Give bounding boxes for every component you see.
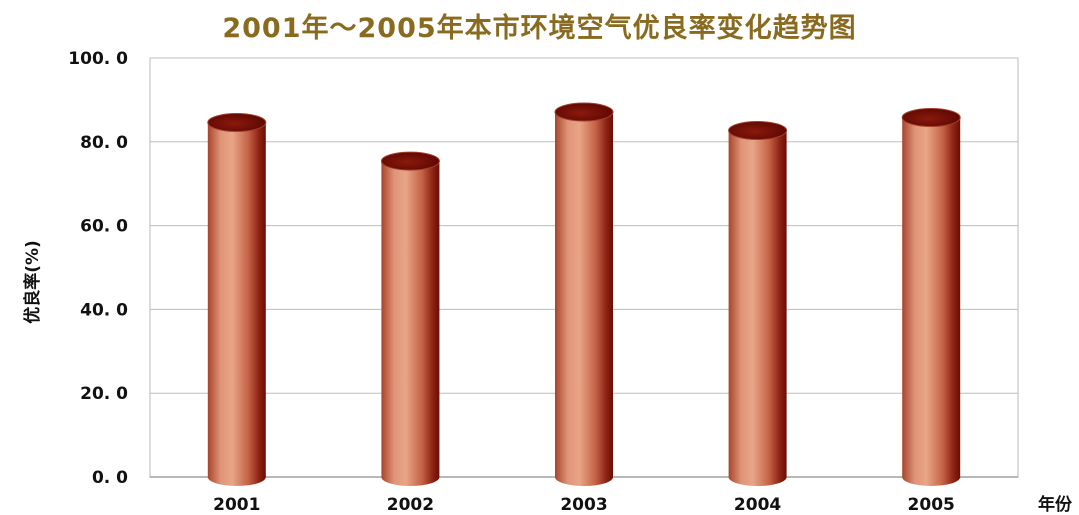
x-tick-label: 2003: [560, 495, 607, 515]
bar-top: [380, 151, 440, 171]
y-tick-label: 100. 0: [68, 49, 128, 69]
x-tick-label: 2004: [734, 495, 781, 515]
y-tick-label: 60. 0: [80, 217, 128, 237]
bar-top: [728, 120, 788, 140]
bars: [207, 102, 961, 487]
x-axis: 2001 2002 2003 2004 2005: [213, 495, 955, 515]
bar-top: [207, 113, 267, 133]
y-axis-title: 优良率(%): [22, 240, 43, 324]
bar-2005: [901, 107, 961, 486]
y-tick-label: 80. 0: [80, 133, 128, 153]
y-tick-label: 20. 0: [80, 384, 128, 404]
bar-top: [554, 102, 614, 122]
x-tick-label: 2005: [908, 495, 955, 515]
y-axis: 0. 0 20. 0 40. 0 60. 0 80. 0 100. 0: [68, 49, 128, 488]
bar-body: [902, 117, 961, 486]
bar-body: [555, 112, 613, 487]
bar-2004: [728, 120, 788, 486]
bar-top: [901, 107, 961, 127]
y-tick-label: 0. 0: [92, 468, 128, 488]
bar-2002: [380, 151, 440, 486]
y-tick-label: 40. 0: [80, 300, 128, 320]
x-axis-title: 年份: [1038, 494, 1073, 515]
bar-body: [207, 122, 266, 486]
bar-body: [381, 161, 440, 486]
bar-2003: [554, 102, 614, 487]
bar-body: [728, 130, 787, 486]
x-tick-label: 2001: [213, 495, 260, 515]
x-tick-label: 2002: [387, 495, 434, 515]
chart-title: 2001年～2005年本市环境空气优良率变化趋势图: [222, 13, 857, 44]
bar-2001: [207, 113, 267, 486]
